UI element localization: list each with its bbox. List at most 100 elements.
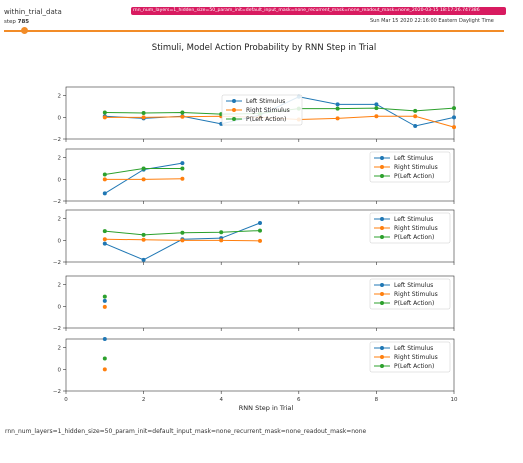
y-tick-label: −2 bbox=[53, 137, 61, 143]
data-point bbox=[335, 106, 340, 111]
step-slider-track[interactable] bbox=[4, 30, 504, 32]
data-point bbox=[102, 367, 107, 372]
legend: Left Stimulus Right Stimulus P(Left Action… bbox=[369, 278, 451, 310]
legend-label: Left Stimulus bbox=[394, 345, 433, 352]
legend-label: Left Stimulus bbox=[394, 282, 433, 289]
legend-label: Left Stimulus bbox=[246, 98, 285, 105]
legend-label: P(Left Action) bbox=[394, 234, 434, 241]
data-point bbox=[413, 108, 418, 113]
run-tag-badge: rnn_num_layers=1_hidden_size=50_param_in… bbox=[131, 7, 506, 15]
subplot-frame bbox=[65, 338, 455, 392]
y-tick-label: 0 bbox=[58, 304, 62, 310]
legend-box bbox=[369, 341, 451, 373]
data-point bbox=[374, 106, 379, 111]
data-point bbox=[141, 115, 146, 120]
data-point bbox=[102, 294, 107, 299]
data-point bbox=[102, 237, 107, 242]
data-point bbox=[180, 161, 185, 166]
x-tick-label: 10 bbox=[451, 397, 458, 403]
legend-box bbox=[369, 278, 451, 310]
legend-label: P(Left Action) bbox=[394, 173, 434, 180]
legend-label: Right Stimulus bbox=[394, 291, 438, 298]
x-tick-label: 6 bbox=[297, 397, 301, 403]
legend-swatch-marker bbox=[380, 346, 384, 350]
legend-swatch-marker bbox=[380, 226, 384, 230]
data-point bbox=[180, 238, 185, 243]
subplot-1: −2 0 2 Left Stimulus Right Stimulus P(Left Ac… bbox=[53, 86, 456, 143]
step-value: 785 bbox=[17, 19, 30, 25]
data-point bbox=[102, 298, 107, 303]
data-point bbox=[180, 166, 185, 171]
legend-label: P(Left Action) bbox=[246, 116, 286, 123]
legend-swatch-marker bbox=[380, 217, 384, 221]
legend-swatch-marker bbox=[380, 174, 384, 178]
legend-swatch-marker bbox=[232, 117, 236, 121]
data-point bbox=[219, 230, 224, 235]
step-prefix: step bbox=[4, 19, 16, 25]
x-tick-label: 8 bbox=[375, 397, 379, 403]
data-point bbox=[452, 115, 456, 120]
x-tick-label: 2 bbox=[142, 397, 146, 403]
y-tick-label: −2 bbox=[53, 260, 61, 266]
data-point bbox=[258, 238, 262, 243]
subplot-4: −2 0 2 Left Stimulus Right Stimulus P(Left Ac… bbox=[53, 275, 455, 332]
legend: Left Stimulus Right Stimulus P(Left Action… bbox=[221, 94, 303, 126]
legend-label: P(Left Action) bbox=[394, 363, 434, 370]
legend-box bbox=[369, 212, 451, 244]
legend-swatch-marker bbox=[380, 355, 384, 359]
data-point bbox=[413, 114, 418, 119]
run-title: within_trial_data bbox=[4, 8, 62, 16]
legend-label: Right Stimulus bbox=[246, 107, 290, 114]
data-point bbox=[141, 232, 146, 237]
legend-swatch-marker bbox=[380, 292, 384, 296]
data-point bbox=[219, 238, 224, 243]
legend: Left Stimulus Right Stimulus P(Left Action… bbox=[369, 151, 451, 183]
data-point bbox=[102, 110, 107, 115]
data-point bbox=[102, 115, 107, 120]
legend-label: Left Stimulus bbox=[394, 155, 433, 162]
legend-swatch-marker bbox=[380, 364, 384, 368]
data-point bbox=[258, 228, 262, 233]
data-point bbox=[102, 191, 107, 196]
data-point bbox=[335, 102, 340, 107]
y-tick-label: 0 bbox=[58, 367, 62, 373]
data-point bbox=[452, 125, 456, 130]
step-slider-thumb[interactable] bbox=[21, 27, 28, 34]
legend-label: Right Stimulus bbox=[394, 354, 438, 361]
legend: Left Stimulus Right Stimulus P(Left Action… bbox=[369, 341, 451, 373]
subplot-2: −2 0 2 Left Stimulus Right Stimulus P(Left Ac… bbox=[53, 148, 455, 205]
x-axis-label: RNN Step in Trial bbox=[239, 404, 294, 412]
legend-box bbox=[221, 94, 303, 126]
legend: Left Stimulus Right Stimulus P(Left Action… bbox=[369, 212, 451, 244]
data-point bbox=[102, 172, 107, 177]
legend-swatch-marker bbox=[232, 108, 236, 112]
y-tick-label: −2 bbox=[53, 199, 61, 205]
legend-swatch-marker bbox=[380, 235, 384, 239]
timestamp: Sun Mar 15 2020 22:16:00 Eastern Dayligh… bbox=[370, 18, 494, 24]
subplot-frame bbox=[65, 209, 455, 263]
y-tick-label: 0 bbox=[58, 115, 62, 121]
data-point bbox=[102, 356, 107, 361]
footer-caption: rnn_num_layers=1_hidden_size=50_param_in… bbox=[5, 428, 367, 435]
legend-swatch-marker bbox=[380, 165, 384, 169]
data-point bbox=[413, 124, 418, 128]
legend-swatch-marker bbox=[380, 301, 384, 305]
data-point bbox=[180, 230, 185, 235]
data-point bbox=[180, 176, 185, 181]
y-tick-label: 0 bbox=[58, 177, 62, 183]
legend-label: P(Left Action) bbox=[394, 300, 434, 307]
legend-swatch-marker bbox=[380, 283, 384, 287]
data-point bbox=[102, 229, 107, 234]
data-point bbox=[180, 110, 185, 115]
legend-label: Right Stimulus bbox=[394, 164, 438, 171]
y-tick-label: −2 bbox=[53, 389, 61, 395]
data-point bbox=[374, 102, 379, 107]
subplot-frame bbox=[65, 86, 455, 140]
chart-title: Stimuli, Model Action Probability by RNN… bbox=[152, 43, 376, 53]
legend-label: Right Stimulus bbox=[394, 225, 438, 232]
data-point bbox=[258, 221, 262, 225]
data-point bbox=[452, 106, 456, 111]
data-point bbox=[141, 111, 146, 115]
legend-swatch-marker bbox=[232, 99, 236, 103]
data-point bbox=[141, 177, 146, 182]
